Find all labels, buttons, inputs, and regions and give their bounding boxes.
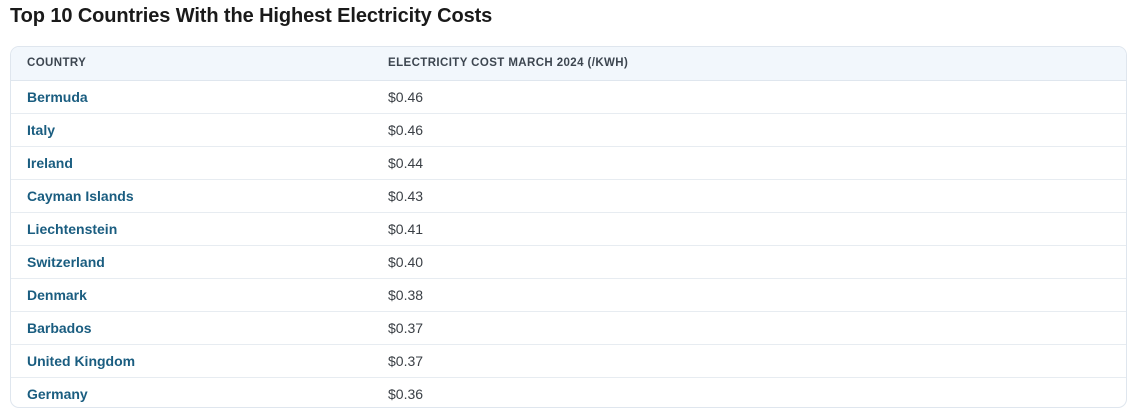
country-cell: United Kingdom bbox=[11, 344, 372, 378]
cost-cell: $0.37 bbox=[372, 311, 1126, 345]
column-header-country: COUNTRY bbox=[11, 47, 372, 81]
country-cell: Italy bbox=[11, 113, 372, 147]
country-cell: Switzerland bbox=[11, 245, 372, 279]
header-row: COUNTRY ELECTRICITY COST MARCH 2024 (/KW… bbox=[11, 47, 1126, 81]
cost-cell: $0.46 bbox=[372, 113, 1126, 147]
table-row: Liechtenstein $0.41 bbox=[11, 212, 1126, 246]
country-cell: Ireland bbox=[11, 146, 372, 180]
cost-cell: $0.37 bbox=[372, 344, 1126, 378]
table-header: COUNTRY ELECTRICITY COST MARCH 2024 (/KW… bbox=[11, 47, 1126, 81]
country-cell: Germany bbox=[27, 385, 88, 402]
data-table: COUNTRY ELECTRICITY COST MARCH 2024 (/KW… bbox=[11, 47, 1126, 407]
cost-cell: $0.43 bbox=[372, 179, 1126, 213]
country-cell: Denmark bbox=[11, 278, 372, 312]
cost-cell: $0.44 bbox=[372, 146, 1126, 180]
country-cell: Barbados bbox=[11, 311, 372, 345]
country-cell: Cayman Islands bbox=[11, 179, 372, 213]
table-row: Denmark $0.38 bbox=[11, 278, 1126, 312]
cost-cell: $0.38 bbox=[372, 278, 1126, 312]
cost-cell: $0.41 bbox=[372, 212, 1126, 246]
column-header-cost: ELECTRICITY COST MARCH 2024 (/KWH) bbox=[372, 47, 1126, 81]
table-row: Bermuda $0.46 bbox=[11, 80, 1126, 114]
table-row: Barbados $0.37 bbox=[11, 311, 1126, 345]
table-row: Italy $0.46 bbox=[11, 113, 1126, 147]
table-row: Switzerland $0.40 bbox=[11, 245, 1126, 279]
table-row: United Kingdom $0.37 bbox=[11, 344, 1126, 378]
country-cell: Liechtenstein bbox=[11, 212, 372, 246]
electricity-cost-table: COUNTRY ELECTRICITY COST MARCH 2024 (/KW… bbox=[10, 46, 1127, 408]
cost-cell: $0.36 bbox=[388, 385, 424, 402]
table-body: Bermuda $0.46 Italy $0.46 Ireland $0.44 … bbox=[11, 80, 1126, 407]
cost-cell: $0.46 bbox=[372, 80, 1126, 114]
table-row: Germany $0.36 bbox=[11, 377, 1126, 407]
table-row: Ireland $0.44 bbox=[11, 146, 1126, 180]
table-row: Cayman Islands $0.43 bbox=[11, 179, 1126, 213]
cost-cell: $0.40 bbox=[372, 245, 1126, 279]
country-cell: Bermuda bbox=[11, 80, 372, 114]
page-title: Top 10 Countries With the Highest Electr… bbox=[10, 5, 493, 27]
